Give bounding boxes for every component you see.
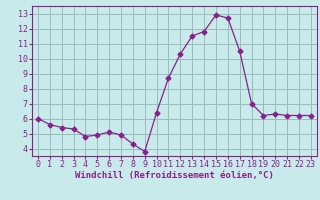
X-axis label: Windchill (Refroidissement éolien,°C): Windchill (Refroidissement éolien,°C) <box>75 171 274 180</box>
